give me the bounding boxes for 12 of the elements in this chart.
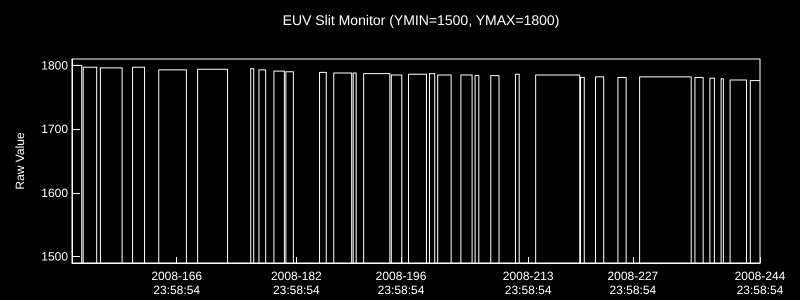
- y-axis-title: Raw Value: [13, 132, 27, 190]
- x-tick-label: 2008-182 23:58:54: [270, 269, 322, 297]
- y-tick-label: 1500: [41, 250, 68, 264]
- y-tick-label: 1600: [41, 186, 68, 200]
- chart-title: EUV Slit Monitor (YMIN=1500, YMAX=1800): [282, 12, 560, 28]
- y-tick-label: 1700: [41, 122, 68, 136]
- x-tick-label: 2008-213 23:58:54: [502, 269, 554, 297]
- x-tick-label: 2008-166 23:58:54: [151, 269, 202, 297]
- x-tick-label: 2008-227 23:58:54: [608, 269, 659, 297]
- x-tick-label: 2008-196 23:58:54: [376, 269, 427, 297]
- y-tick-label: 1800: [41, 58, 68, 72]
- x-tick-label: 2008-244 23:58:54: [734, 269, 786, 297]
